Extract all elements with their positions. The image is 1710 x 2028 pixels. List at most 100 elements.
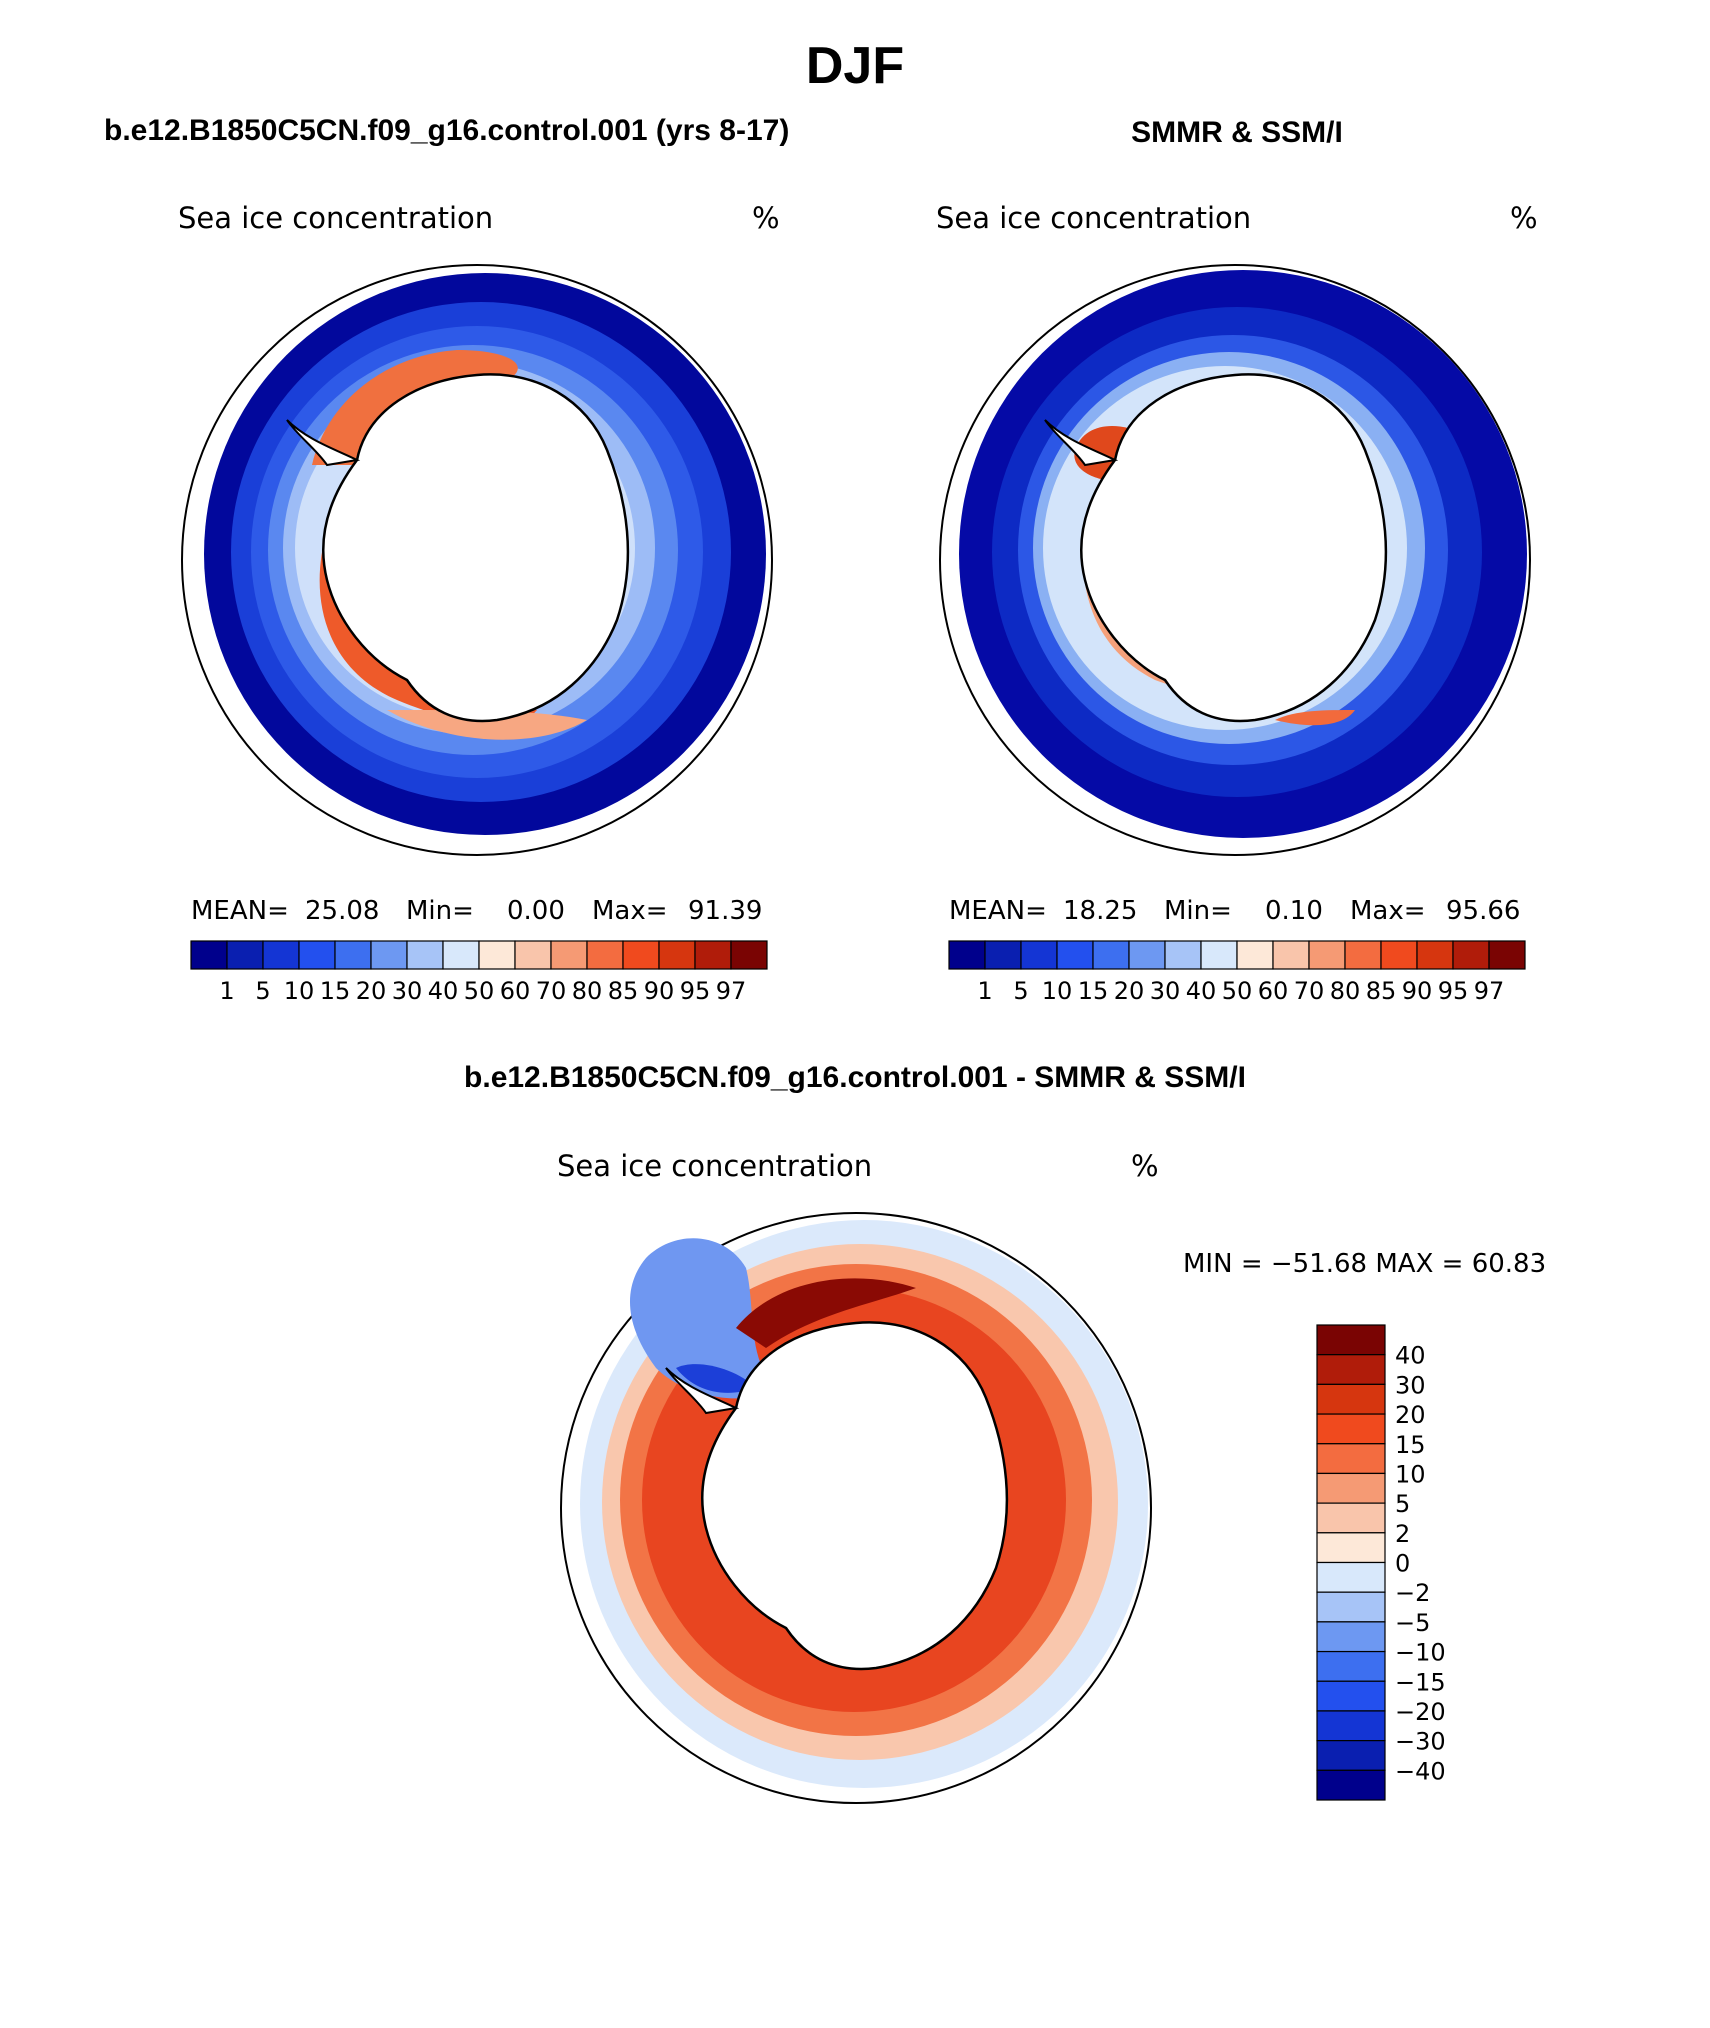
model-colorbar-box [190, 940, 228, 970]
model-colorbar-box [658, 940, 696, 970]
diff-colorbar-tick-label: 40 [1395, 1342, 1426, 1370]
model-colorbar: 1 5 10 15 20 30 40 50 60 70 80 85 90 95 97 [190, 940, 768, 1005]
diff-colorbar-box [1316, 1502, 1386, 1534]
obs-colorbar-box [1020, 940, 1058, 970]
obs-colorbar-tick-label: 5 [1013, 977, 1028, 1005]
obs-colorbar-box [1452, 940, 1490, 970]
model-colorbar-box [586, 940, 624, 970]
obs-colorbar-tick-label: 85 [1366, 977, 1397, 1005]
diff-colorbar-box [1316, 1383, 1386, 1415]
diff-colorbar-tick-label: 2 [1395, 1520, 1410, 1548]
model-colorbar-box [730, 940, 768, 970]
model-colorbar-box [622, 940, 660, 970]
model-variable-label: Sea ice concentration [178, 201, 493, 235]
obs-colorbar-tick-label: 60 [1258, 977, 1289, 1005]
obs-colorbar-box [1200, 940, 1238, 970]
model-colorbar-tick-label: 80 [572, 977, 603, 1005]
diff-colorbar-box [1316, 1680, 1386, 1712]
model-colorbar-box [334, 940, 372, 970]
model-colorbar-box [442, 940, 480, 970]
diff-colorbar-box [1316, 1710, 1386, 1742]
diff-colorbar-tick-label: −30 [1395, 1728, 1446, 1756]
model-min-value: 0.00 [507, 896, 565, 926]
model-max-value: 91.39 [688, 896, 762, 926]
obs-min-value: 0.10 [1265, 896, 1323, 926]
obs-variable-label: Sea ice concentration [936, 201, 1251, 235]
model-colorbar-tick-label: 20 [356, 977, 387, 1005]
obs-colorbar-box [1128, 940, 1166, 970]
model-colorbar-tick-label: 97 [716, 977, 747, 1005]
model-colorbar-box [298, 940, 336, 970]
diff-variable-label: Sea ice concentration [557, 1149, 872, 1183]
obs-colorbar-box [948, 940, 986, 970]
diff-min-max: MIN = −51.68 MAX = 60.83 [1183, 1249, 1546, 1279]
obs-max-label: Max= [1350, 896, 1426, 926]
obs-colorbar-box [1164, 940, 1202, 970]
model-colorbar-tick-label: 30 [392, 977, 423, 1005]
model-colorbar-box [370, 940, 408, 970]
obs-map: Sea ice concentration % MEAN= 18.25 Min=… [936, 201, 1538, 1005]
model-map: Sea ice concentration % MEAN= 25.08 Min=… [178, 201, 780, 1005]
obs-colorbar-tick-label: 50 [1222, 977, 1253, 1005]
obs-colorbar-box [1380, 940, 1418, 970]
diff-units-label: % [1131, 1149, 1159, 1183]
obs-colorbar-tick-label: 1 [977, 977, 992, 1005]
figure-title: DJF [806, 37, 904, 95]
model-colorbar-tick-label: 85 [608, 977, 639, 1005]
diff-colorbar-box [1316, 1354, 1386, 1385]
obs-colorbar-box [1092, 940, 1130, 970]
model-antarctic-peninsula [286, 419, 361, 467]
obs-mean-label: MEAN= [949, 896, 1047, 926]
diff-antarctic-peninsula [665, 1367, 740, 1415]
obs-colorbar-box [1416, 940, 1454, 970]
diff-colorbar-tick-label: 10 [1395, 1460, 1426, 1488]
obs-units-label: % [1510, 201, 1538, 235]
model-colorbar-tick-label: 5 [255, 977, 270, 1005]
model-colorbar-tick-label: 70 [536, 977, 567, 1005]
diff-colorbar-box [1316, 1324, 1386, 1356]
model-max-label: Max= [592, 896, 668, 926]
obs-min-label: Min= [1164, 896, 1232, 926]
model-colorbar-tick-label: 50 [464, 977, 495, 1005]
obs-colorbar-box [1236, 940, 1274, 970]
model-colorbar-tick-label: 40 [428, 977, 459, 1005]
diff-colorbar-box [1316, 1591, 1386, 1623]
diff-colorbar-tick-label: 30 [1395, 1371, 1426, 1399]
obs-colorbar-tick-label: 20 [1114, 977, 1145, 1005]
model-colorbar-box [694, 940, 732, 970]
diff-map: Sea ice concentration % MIN = −51.68 MAX… [557, 1149, 1546, 1804]
obs-colorbar-box [1056, 940, 1094, 970]
diff-colorbar-box [1316, 1472, 1386, 1504]
model-antarctica-landmass [322, 373, 630, 723]
diff-colorbar-box [1316, 1650, 1386, 1682]
obs-mean-value: 18.25 [1063, 896, 1137, 926]
diff-colorbar-tick-label: −2 [1395, 1579, 1430, 1607]
model-colorbar-tick-label: 15 [320, 977, 351, 1005]
obs-colorbar-tick-label: 80 [1330, 977, 1361, 1005]
diff-panel-heading: b.e12.B1850C5CN.f09_g16.control.001 - SM… [464, 1061, 1246, 1094]
diff-colorbar-box [1316, 1740, 1386, 1771]
diff-colorbar-tick-label: 15 [1395, 1431, 1426, 1459]
obs-colorbar-box [1488, 940, 1526, 970]
model-colorbar-tick-label: 90 [644, 977, 675, 1005]
diff-colorbar-box [1316, 1413, 1386, 1445]
diff-colorbar-tick-label: −10 [1395, 1639, 1446, 1667]
obs-colorbar-tick-label: 30 [1150, 977, 1181, 1005]
model-colorbar-tick-label: 60 [500, 977, 531, 1005]
model-mean-label: MEAN= [191, 896, 289, 926]
obs-panel-heading: SMMR & SSM/I [1131, 116, 1343, 149]
model-colorbar-box [262, 940, 300, 970]
obs-colorbar-box [1272, 940, 1310, 970]
diff-colorbar-tick-label: −5 [1395, 1609, 1430, 1637]
diff-colorbar-box [1316, 1561, 1386, 1593]
obs-antarctic-peninsula [1044, 419, 1119, 467]
model-colorbar-box [550, 940, 588, 970]
model-colorbar-tick-label: 10 [284, 977, 315, 1005]
diff-colorbar-box [1316, 1532, 1386, 1564]
diff-colorbar-tick-label: 0 [1395, 1550, 1410, 1578]
diff-colorbar-box [1316, 1443, 1386, 1475]
diff-colorbar-tick-label: −15 [1395, 1668, 1446, 1696]
diff-colorbar-tick-label: −20 [1395, 1698, 1446, 1726]
model-colorbar-tick-label: 95 [680, 977, 711, 1005]
